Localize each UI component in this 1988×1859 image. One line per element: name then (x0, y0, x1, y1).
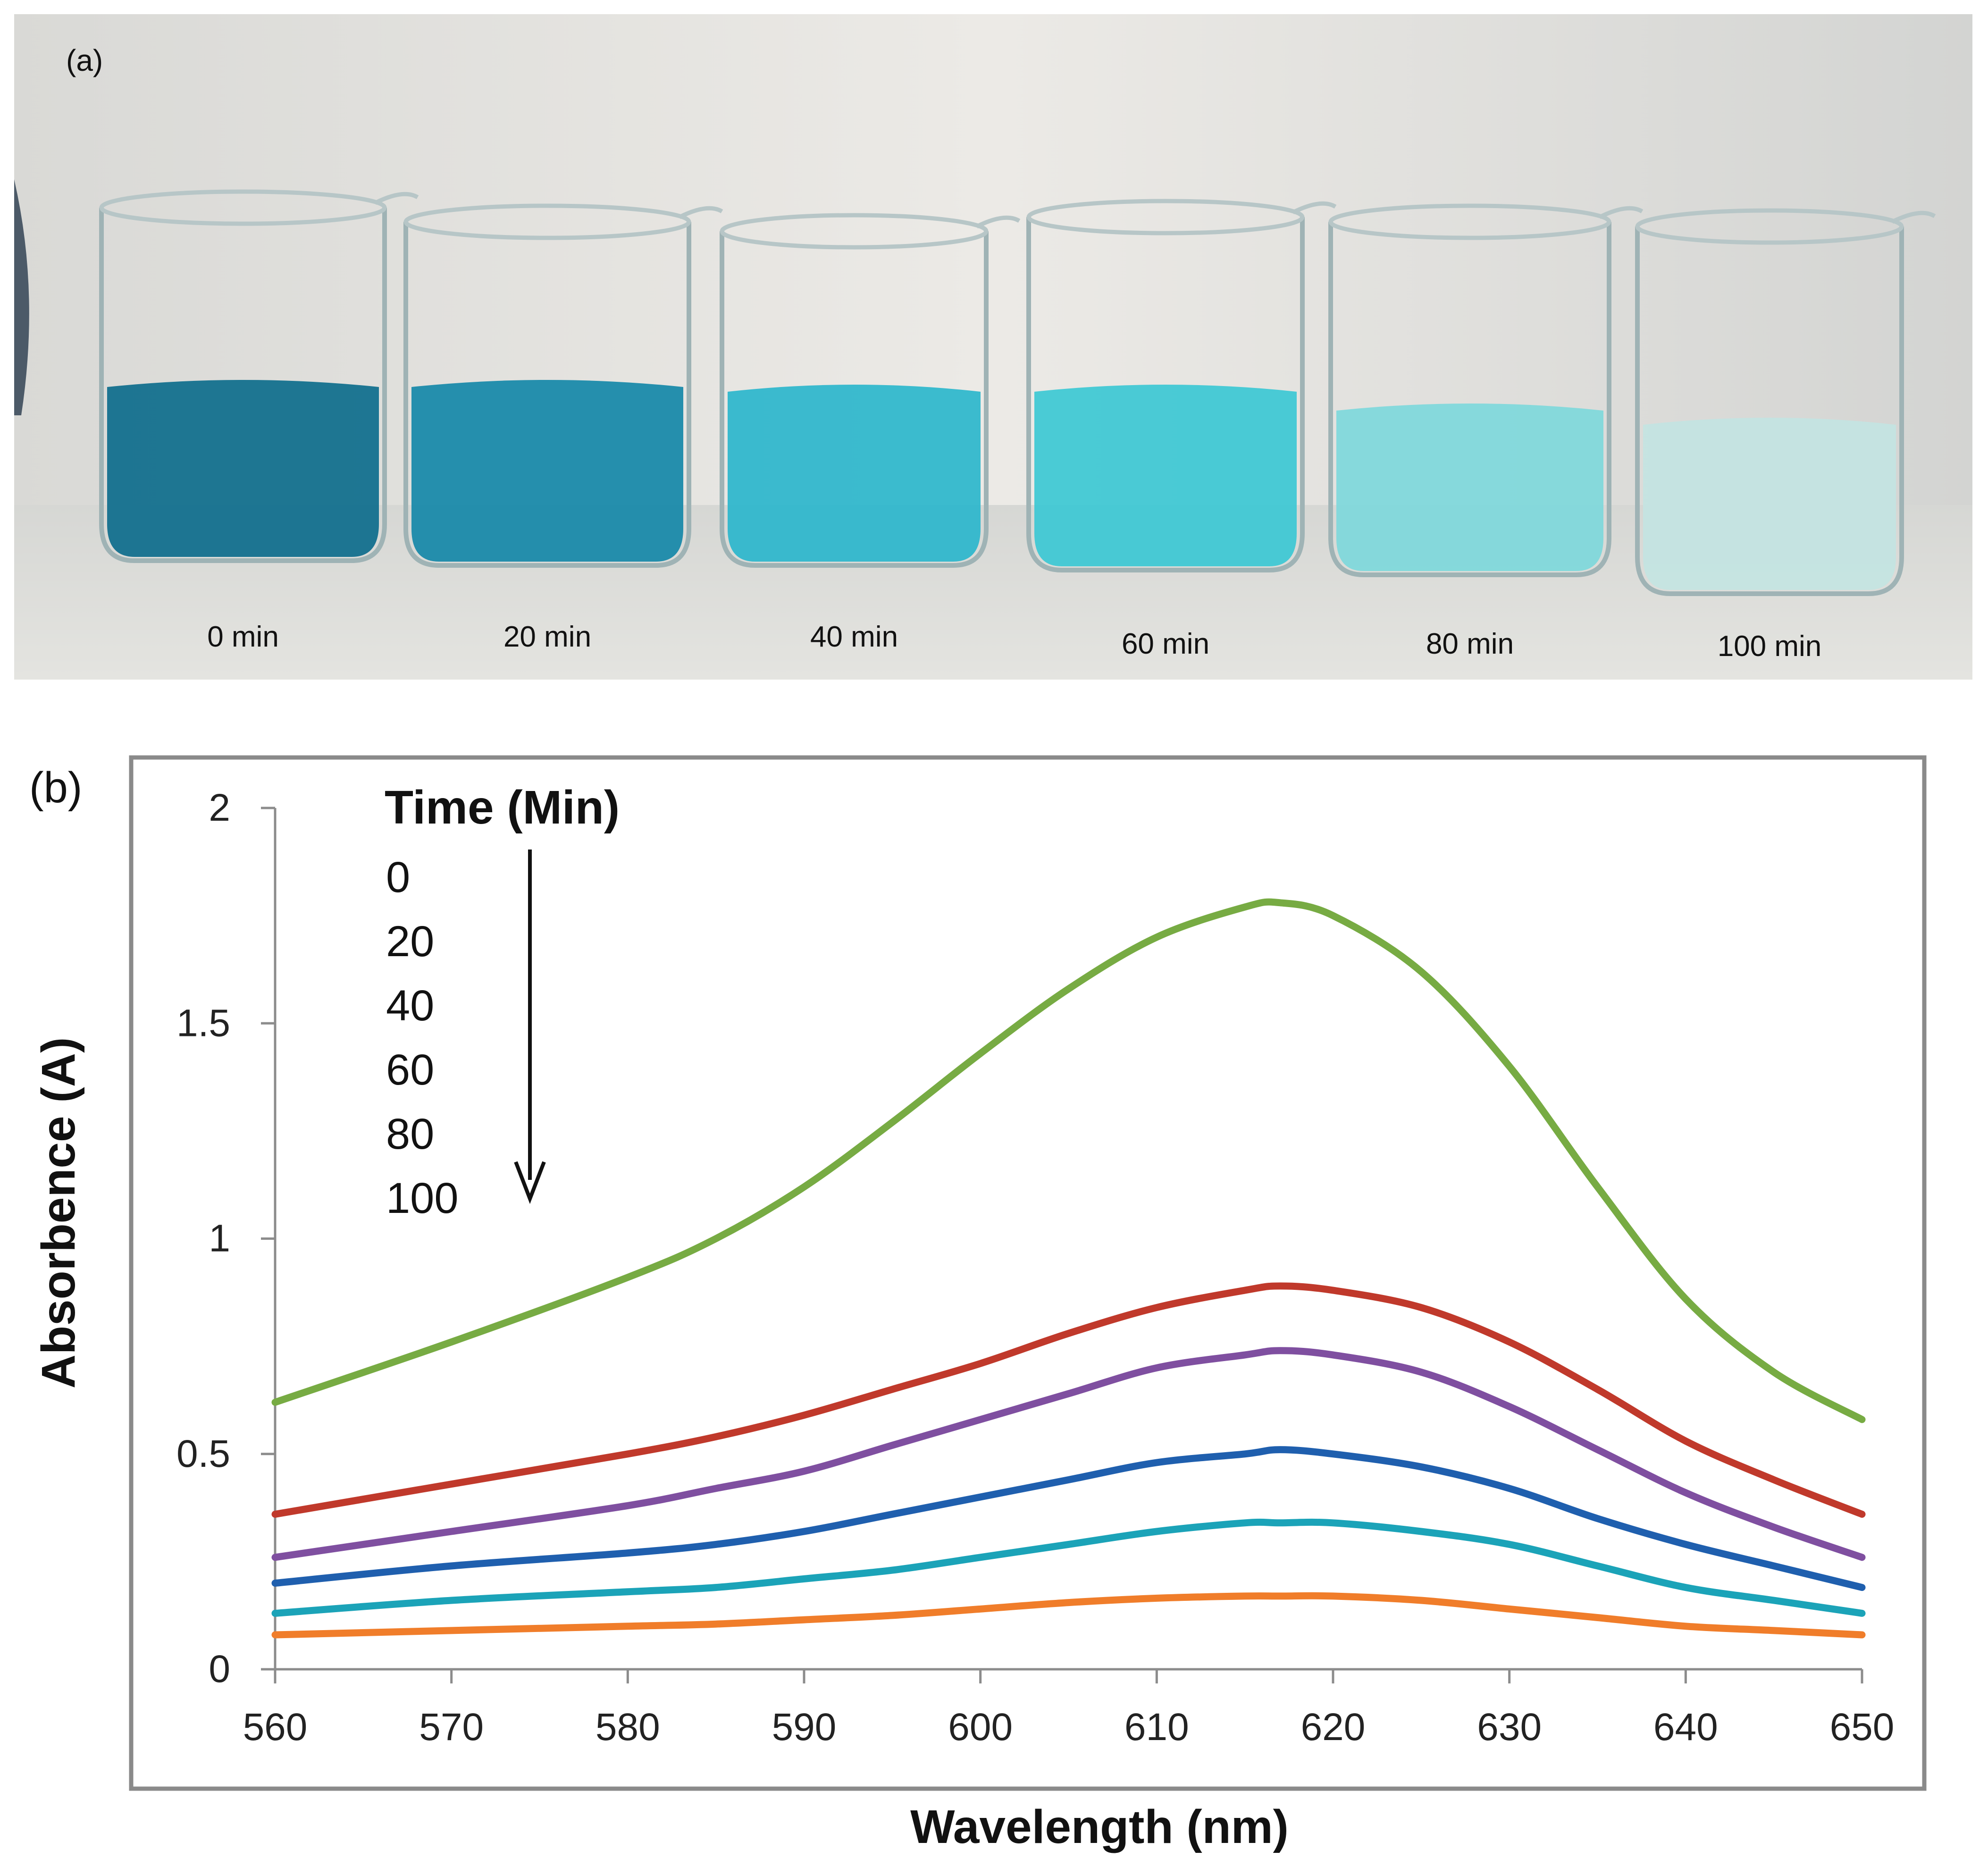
x-tick-label: 580 (596, 1706, 660, 1749)
legend-item: 60 (386, 1046, 434, 1094)
legend-item: 0 (386, 853, 410, 901)
beaker-rim (1635, 208, 1904, 245)
x-tick-label: 630 (1477, 1706, 1542, 1749)
beaker: 80 min (1328, 203, 1644, 660)
series-line-40-min (271, 1347, 1866, 1561)
legend-items: 0 20 40 60 80 100 (386, 853, 459, 1222)
x-tick-label: 610 (1124, 1706, 1189, 1749)
series-line-100-min (271, 1592, 1866, 1639)
beaker-glass (403, 222, 691, 568)
beaker-rim (99, 189, 387, 226)
legend: Time (Min) 0 20 40 60 80 100 (385, 781, 620, 1222)
beaker-time-label: 20 min (503, 621, 591, 653)
beaker-rim (1328, 203, 1611, 240)
photo-edge-object (14, 179, 29, 415)
beaker-glass (720, 231, 989, 568)
y-axis-label: Absorbence (A) (32, 1037, 85, 1389)
legend-arrow-head (514, 1161, 546, 1204)
panel-a: (a) 0 min 20 min 40 min 60 min 80 min 100 min (14, 14, 1972, 680)
chart-frame (129, 755, 1927, 1791)
series-line-0-min (271, 898, 1866, 1423)
beaker-time-label: 80 min (1426, 628, 1514, 660)
x-axis-label: Wavelength (nm) (910, 1800, 1289, 1853)
x-tick-label: 640 (1653, 1706, 1718, 1749)
x-tick-label: 590 (772, 1706, 837, 1749)
beaker-spout (975, 215, 1021, 229)
beaker-glass (1026, 217, 1305, 572)
beaker: 0 min (99, 189, 419, 653)
legend-item: 100 (386, 1174, 459, 1222)
beaker-rim (1026, 199, 1305, 236)
y-tick-label: 0 (209, 1648, 230, 1691)
beaker-spout (678, 206, 723, 219)
y-tick-label: 1 (209, 1217, 230, 1260)
beaker: 60 min (1026, 199, 1337, 660)
chart-series (271, 898, 1866, 1639)
beaker-liquid (1034, 385, 1297, 566)
beaker-liquid (1643, 418, 1896, 590)
beaker-row: 0 min 20 min 40 min 60 min 80 min 100 min (99, 189, 1936, 663)
beaker: 100 min (1635, 208, 1936, 663)
y-tick-label: 1.5 (176, 1001, 230, 1044)
x-tick-label: 600 (948, 1706, 1013, 1749)
beaker-liquid (1336, 404, 1603, 571)
panel-a-label: (a) (66, 43, 103, 77)
beaker-time-label: 0 min (207, 621, 279, 653)
beaker-spout (1891, 210, 1936, 224)
beaker-glass (1635, 227, 1904, 596)
legend-item: 20 (386, 917, 434, 966)
x-tick-label: 650 (1830, 1706, 1895, 1749)
x-tick-label: 620 (1301, 1706, 1366, 1749)
beaker-liquid (107, 380, 379, 557)
beaker-spout (1598, 206, 1644, 219)
legend-title: Time (Min) (385, 781, 620, 834)
series-line-20-min (271, 1282, 1866, 1518)
x-tick-label: 560 (243, 1706, 308, 1749)
series-line-60-min (271, 1446, 1866, 1591)
beaker-rim (403, 203, 691, 240)
legend-item: 40 (386, 982, 434, 1030)
beaker-spout (1292, 201, 1337, 215)
legend-item: 80 (386, 1110, 434, 1158)
beaker-spout (374, 192, 419, 205)
series-line-80-min (271, 1518, 1866, 1617)
beaker-glass (99, 208, 387, 563)
beaker-time-label: 100 min (1718, 630, 1822, 663)
beaker-liquid (728, 385, 981, 562)
panel-b-label: (b) (29, 764, 82, 812)
beaker: 20 min (403, 203, 723, 653)
beaker-rim (720, 213, 989, 250)
beaker-time-label: 40 min (810, 621, 898, 653)
beaker: 40 min (720, 213, 1021, 653)
x-tick-label: 570 (419, 1706, 484, 1749)
y-tick-label: 0.5 (176, 1432, 230, 1475)
beaker-time-label: 60 min (1122, 628, 1209, 660)
beaker-liquid (411, 380, 683, 562)
y-tick-label: 2 (209, 786, 230, 829)
beaker-glass (1328, 222, 1611, 577)
